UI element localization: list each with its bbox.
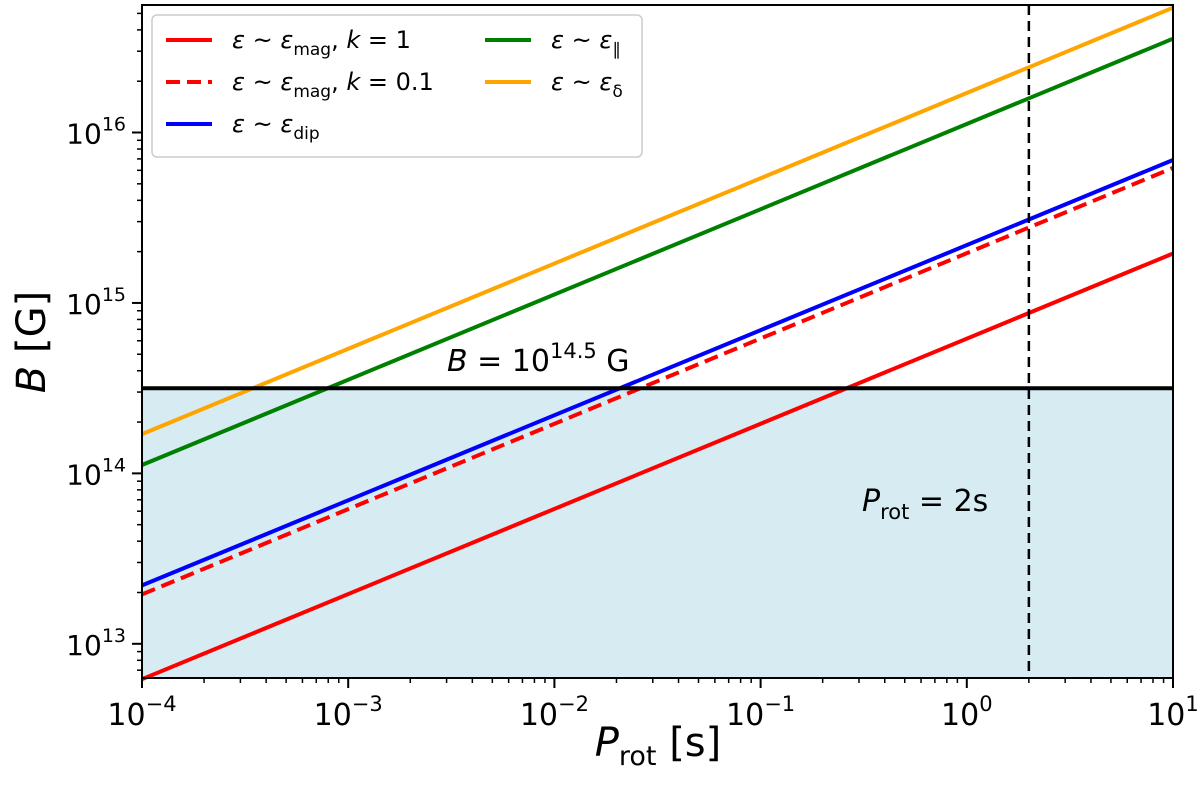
x-tick-label-3: 10−1 bbox=[726, 692, 795, 733]
vline-label: Prot = 2s bbox=[862, 484, 988, 524]
threshold-label: B = 1014.5 G bbox=[447, 339, 630, 379]
y-axis-label: B [G] bbox=[9, 291, 55, 393]
series-line-2 bbox=[141, 158, 1174, 588]
below-threshold-region bbox=[142, 388, 1173, 678]
y-tick-label-1: 1014 bbox=[66, 454, 126, 491]
series-line-0 bbox=[141, 251, 1174, 682]
x-tick-label-4: 100 bbox=[941, 692, 993, 733]
legend-label-2: ε ~ εdip bbox=[232, 110, 320, 144]
y-tick-label-2: 1015 bbox=[66, 284, 126, 321]
series-line-3 bbox=[141, 36, 1174, 467]
x-axis-label: Prot [s] bbox=[595, 720, 722, 772]
y-tick-label-0: 1013 bbox=[66, 625, 126, 662]
x-tick-label-0: 10−4 bbox=[107, 692, 176, 733]
legend-label-4: ε ~ εδ bbox=[551, 68, 623, 102]
legend-label-1: ε ~ εmag, k = 0.1 bbox=[232, 68, 434, 102]
x-tick-label-1: 10−3 bbox=[314, 692, 383, 733]
legend-box bbox=[151, 14, 643, 158]
legend-label-0: ε ~ εmag, k = 1 bbox=[232, 26, 411, 60]
legend-label-3: ε ~ ε∥ bbox=[551, 26, 621, 60]
x-tick-label-2: 10−2 bbox=[520, 692, 589, 733]
series-line-4 bbox=[141, 5, 1174, 436]
x-tick-label-5: 101 bbox=[1147, 692, 1199, 733]
series-line-1 bbox=[141, 166, 1174, 597]
y-tick-label-3: 1016 bbox=[66, 114, 126, 151]
